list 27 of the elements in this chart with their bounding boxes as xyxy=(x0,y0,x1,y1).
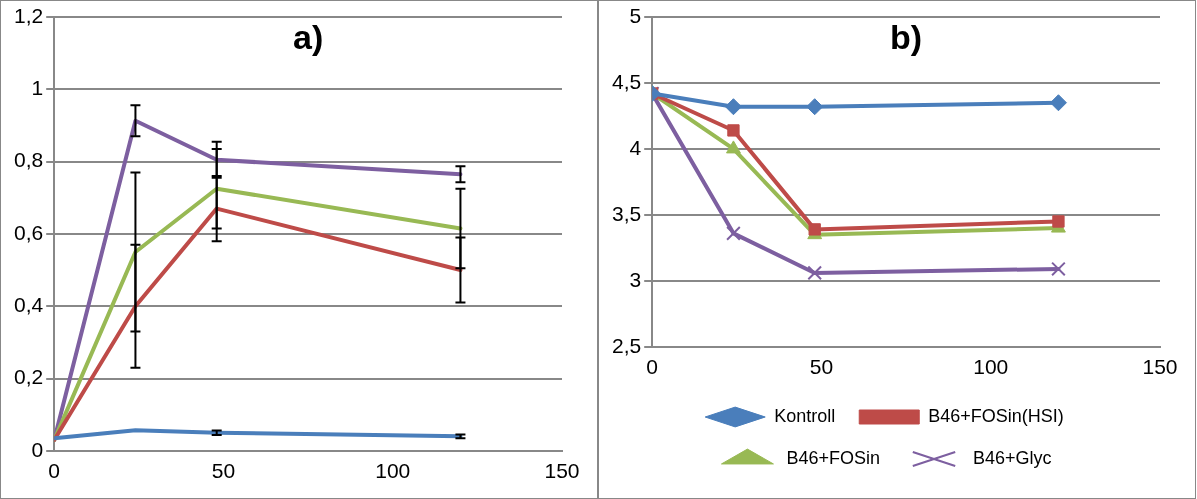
y-tick-label: 0,4 xyxy=(13,293,44,316)
y-tick-label: 0 xyxy=(31,437,44,461)
x-tick-label: 100 xyxy=(375,459,411,483)
y-tick-label: 1,2 xyxy=(13,3,44,27)
x-tick-label: 100 xyxy=(973,355,1009,379)
legend-label: B46+Glyc xyxy=(973,447,1052,468)
y-tick-label: 3,5 xyxy=(611,201,642,225)
y-tick-label: 0,6 xyxy=(13,220,44,244)
chart-title: a) xyxy=(292,18,324,57)
y-tick-label: 0,2 xyxy=(13,365,44,389)
x-tick-label: 150 xyxy=(1142,355,1178,379)
legend-label: B46+FOSin xyxy=(786,447,881,468)
legend-label: Kontroll xyxy=(774,405,836,426)
x-tick-label: 0 xyxy=(48,459,61,483)
x-tick-label: 50 xyxy=(211,459,236,483)
y-tick-label: 1 xyxy=(31,76,44,100)
y-tick-label: 4,5 xyxy=(611,69,642,93)
x-tick-label: 150 xyxy=(544,459,580,483)
y-tick-label: 5 xyxy=(629,3,642,27)
y-tick-label: 4 xyxy=(629,135,642,159)
legend-label: B46+FOSin(HSI) xyxy=(928,405,1064,426)
x-tick-label: 0 xyxy=(646,355,659,379)
y-tick-label: 3 xyxy=(629,267,642,291)
x-tick-label: 50 xyxy=(809,355,834,379)
y-tick-label: 2,5 xyxy=(611,333,642,357)
chart-title: b) xyxy=(890,18,923,57)
y-tick-label: 0,8 xyxy=(13,148,44,172)
